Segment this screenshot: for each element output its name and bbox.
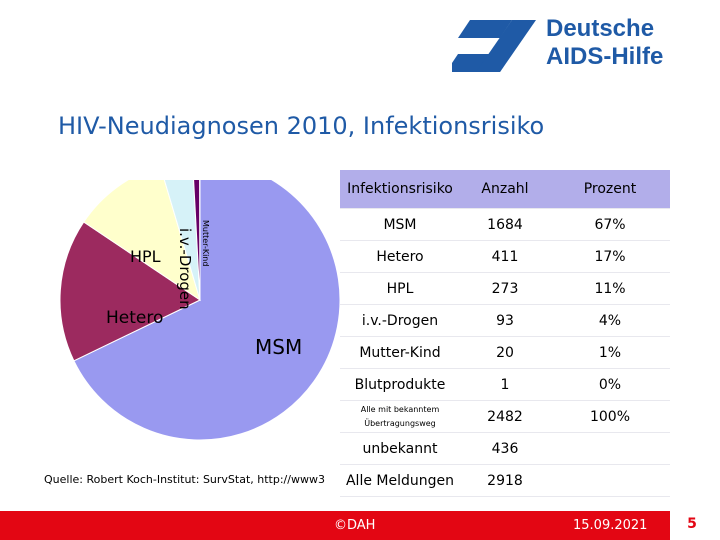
table-cell-count: 2482 — [460, 400, 550, 433]
table-cell-percent — [550, 432, 670, 465]
table-cell-risk: Hetero — [340, 240, 460, 273]
logo-mark-diagonal-icon — [476, 20, 536, 72]
table-cell-risk: i.v.-Drogen — [340, 304, 460, 337]
deutsche-aids-hilfe-logo — [452, 20, 536, 72]
pie-slice — [163, 180, 201, 301]
logo-mark-top-icon — [458, 20, 512, 38]
table-cell-risk: Alle Meldungen — [340, 464, 460, 497]
table-cell-percent: 4% — [550, 304, 670, 337]
column-header-percent: Prozent — [550, 170, 670, 209]
page-title: HIV-Neudiagnosen 2010, Infektionsrisiko — [58, 112, 545, 140]
table-cell-risk: MSM — [340, 208, 460, 241]
column-header-count: Anzahl — [460, 170, 550, 209]
table-row: MSM 1684 67% — [340, 208, 670, 241]
footer-bar — [0, 511, 670, 540]
pie-slice-label: MSM — [255, 335, 302, 359]
page-number: 5 — [687, 516, 697, 532]
table-row: Alle Meldungen 2918 — [340, 464, 670, 497]
table-row: Alle mit bekanntem Übertragungsweg 2482 10… — [340, 400, 670, 433]
pie-chart: MSM Hetero HPL i.v.-Drogen Mutter-Kind — [59, 180, 341, 441]
table-row: Mutter-Kind 20 1% — [340, 336, 670, 369]
table-cell-percent: 17% — [550, 240, 670, 273]
table-cell-percent: 1% — [550, 336, 670, 369]
footer-date: 15.09.2021 — [573, 518, 648, 533]
table-row: HPL 273 11% — [340, 272, 670, 305]
pie-slice — [73, 180, 341, 441]
table-row: Hetero 411 17% — [340, 240, 670, 273]
table-cell-count: 273 — [460, 272, 550, 305]
table-cell-risk: Blutprodukte — [340, 368, 460, 401]
table-cell-risk: Alle mit bekanntem Übertragungsweg — [340, 400, 460, 433]
table-cell-risk: Mutter-Kind — [340, 336, 460, 369]
table-row: i.v.-Drogen 93 4% — [340, 304, 670, 337]
pie-slice-label: Hetero — [106, 308, 163, 328]
source-note: Quelle: Robert Koch-Institut: SurvStat, … — [44, 473, 325, 486]
table-row: unbekannt 436 — [340, 432, 670, 465]
table-cell-risk: HPL — [340, 272, 460, 305]
table-cell-count: 1684 — [460, 208, 550, 241]
pie-slice-label: Mutter-Kind — [201, 220, 210, 266]
table-cell-count: 20 — [460, 336, 550, 369]
table-cell-percent: 11% — [550, 272, 670, 305]
table-cell-count: 2918 — [460, 464, 550, 497]
pie-slice-label: HPL — [130, 247, 161, 266]
pie-slice — [59, 221, 202, 362]
pie-slice — [193, 180, 201, 301]
brand-line-2: AIDS-Hilfe — [546, 43, 664, 70]
table-cell-count: 1 — [460, 368, 550, 401]
table-cell-percent: 67% — [550, 208, 670, 241]
table-row: Blutprodukte 1 0% — [340, 368, 670, 401]
table-cell-percent: 0% — [550, 368, 670, 401]
table-cell-count: 93 — [460, 304, 550, 337]
column-header-risk: Infektionsrisiko — [340, 170, 460, 209]
table-cell-risk: unbekannt — [340, 432, 460, 465]
table-cell-count: 436 — [460, 432, 550, 465]
pie-slice-label: i.v.-Drogen — [176, 228, 194, 310]
pie-slice — [83, 180, 201, 302]
table-cell-percent — [550, 464, 670, 497]
table-cell-count: 411 — [460, 240, 550, 273]
table-header-row: Infektionsrisiko Anzahl Prozent — [340, 170, 670, 209]
footer-copyright: ©DAH — [334, 518, 376, 533]
data-table: Infektionsrisiko Anzahl Prozent MSM 1684 67% H… — [340, 170, 670, 497]
table-cell-percent: 100% — [550, 400, 670, 433]
brand-line-1: Deutsche — [546, 15, 655, 42]
